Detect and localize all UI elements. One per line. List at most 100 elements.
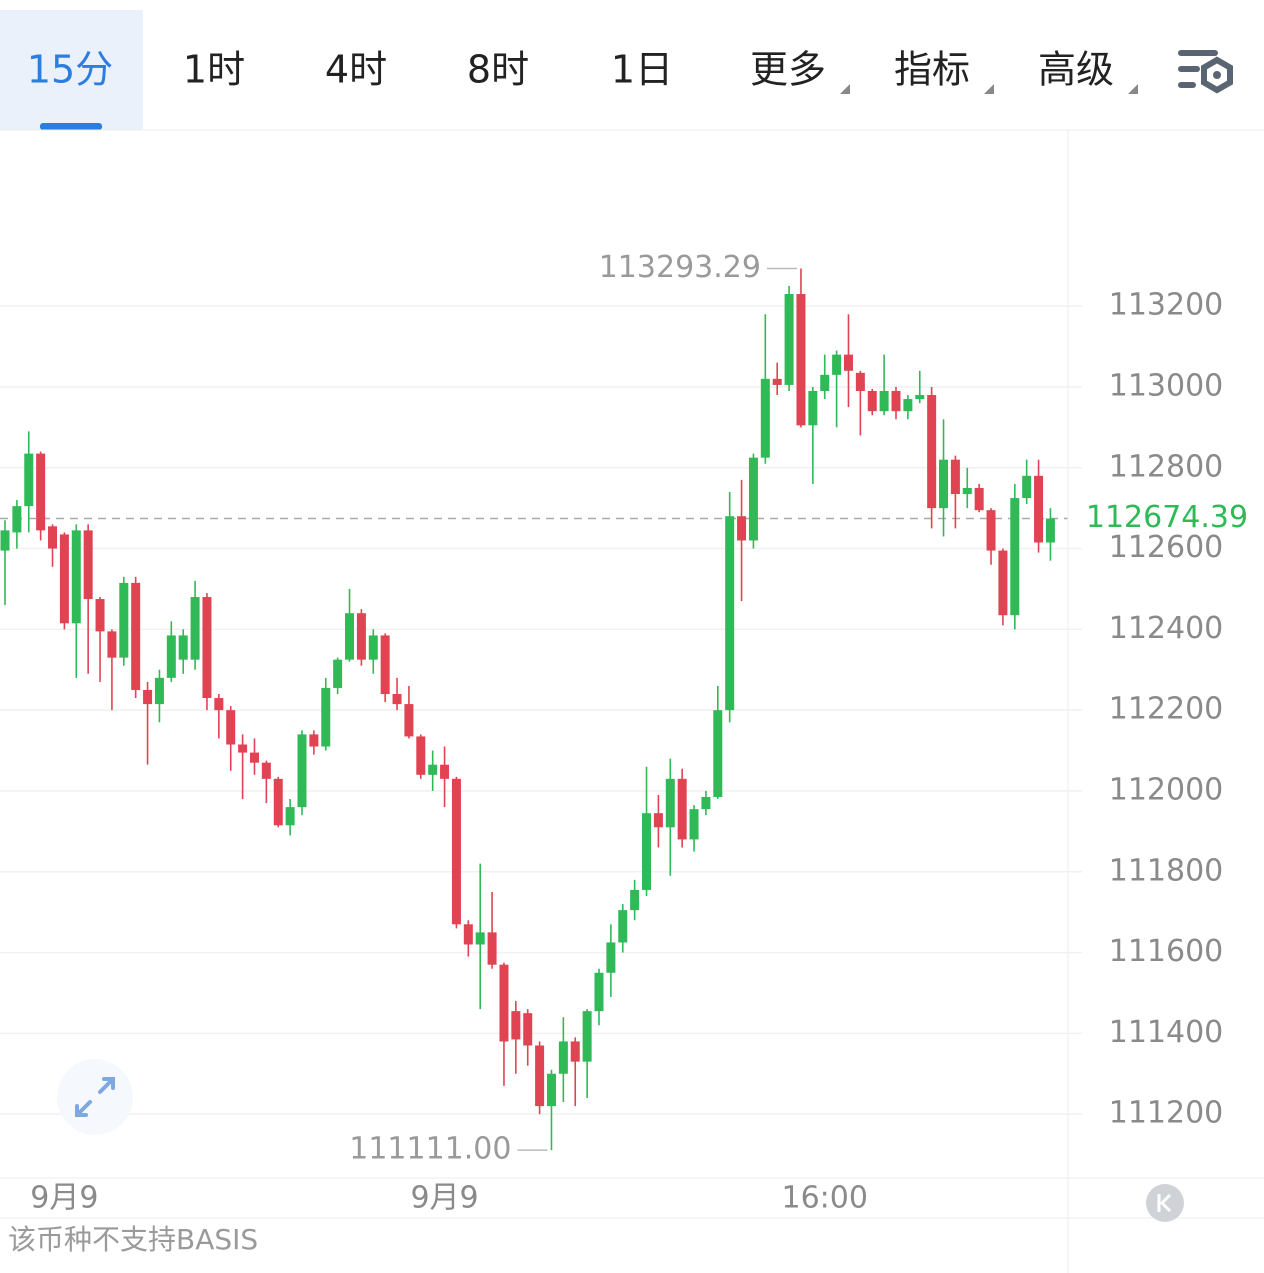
scroll-latest-button[interactable] xyxy=(1146,1184,1184,1222)
candle-body xyxy=(321,687,331,747)
candle-body xyxy=(808,390,818,426)
candle-body xyxy=(297,734,307,808)
candle-body xyxy=(784,294,794,385)
timeframe-tab[interactable]: 1时 xyxy=(183,48,245,92)
timeframe-tab[interactable]: 8时 xyxy=(467,48,529,92)
candle-body xyxy=(1010,498,1020,616)
timeframe-tab[interactable]: 4时 xyxy=(325,48,387,92)
candle-body xyxy=(36,453,46,531)
candle-body xyxy=(261,762,271,779)
candle-body xyxy=(71,530,81,624)
candle-body xyxy=(832,354,842,375)
active-tab-indicator xyxy=(40,123,102,130)
candle-body xyxy=(820,374,830,391)
candle-body xyxy=(143,689,153,705)
x-tick-label: 16:00 xyxy=(781,1181,867,1216)
candle-body xyxy=(891,390,901,412)
candle-body xyxy=(594,972,604,1012)
candle-body xyxy=(107,631,117,658)
y-tick-label: 112200 xyxy=(1109,692,1224,727)
dropdown-caret xyxy=(984,84,994,94)
timeframe-tab[interactable]: 1日 xyxy=(611,48,673,92)
x-tick-label: 9月9 xyxy=(410,1181,478,1216)
candle-body xyxy=(570,1041,580,1062)
y-tick-label: 111600 xyxy=(1109,934,1224,969)
candle-body xyxy=(202,597,212,699)
candle-body xyxy=(665,778,675,828)
candle-body xyxy=(285,807,295,826)
candle-body xyxy=(701,797,711,810)
timeframe-tab[interactable]: 高级 xyxy=(1038,48,1114,92)
candle-body xyxy=(677,778,687,840)
x-tick-label: 9月9 xyxy=(30,1181,98,1216)
candle-body xyxy=(24,453,34,507)
candle-body xyxy=(986,510,996,551)
dropdown-caret xyxy=(840,84,850,94)
candle-body xyxy=(689,809,699,840)
candle-body xyxy=(345,613,355,660)
candle-body xyxy=(428,764,438,775)
candle-body xyxy=(178,635,188,660)
max-label: 113293.29 xyxy=(599,250,761,285)
candle-body xyxy=(927,395,937,509)
candle-body xyxy=(855,372,865,391)
candle-body xyxy=(974,487,984,511)
timeframe-tab[interactable]: 15分 xyxy=(27,48,113,92)
active-tab-bg xyxy=(0,10,143,130)
timeframe-tab[interactable]: 指标 xyxy=(894,48,970,92)
candle-body xyxy=(416,736,426,775)
y-tick-label: 111200 xyxy=(1109,1096,1224,1131)
candle-body xyxy=(440,764,450,779)
candle-body xyxy=(713,710,723,798)
candle-body xyxy=(915,395,925,400)
candle-body xyxy=(630,889,640,911)
candle-body xyxy=(843,354,853,371)
y-tick-label: 111800 xyxy=(1109,853,1224,888)
y-tick-label: 113200 xyxy=(1109,288,1224,323)
candle-body xyxy=(59,534,69,624)
candle-body xyxy=(463,924,473,945)
candle-body xyxy=(962,487,972,495)
candle-body xyxy=(535,1045,545,1107)
candle-body xyxy=(725,516,735,711)
candle-body xyxy=(249,752,259,763)
candle-body xyxy=(273,778,283,826)
last-price-bg xyxy=(1084,499,1249,534)
candle-body xyxy=(760,378,770,458)
candle-body xyxy=(119,582,129,658)
candle-body xyxy=(404,704,414,737)
candle-body xyxy=(618,910,628,943)
candle-body xyxy=(166,635,176,678)
candle-body xyxy=(998,550,1008,616)
candle-body xyxy=(309,734,319,747)
dropdown-caret xyxy=(1128,84,1138,94)
candle-body xyxy=(606,942,616,973)
candle-body xyxy=(368,635,378,660)
candle-body xyxy=(879,390,889,412)
candle-body xyxy=(511,1011,521,1040)
candle-body xyxy=(772,378,782,385)
candle-body xyxy=(499,964,509,1042)
candle-body xyxy=(558,1041,568,1074)
candle-body xyxy=(380,635,390,694)
candle-body xyxy=(1022,475,1032,499)
candle-body xyxy=(238,744,248,753)
timeframe-tab[interactable]: 更多 xyxy=(750,48,826,92)
candle-body xyxy=(1045,518,1055,543)
candle-body xyxy=(653,813,663,828)
candle-body xyxy=(737,516,747,541)
candle-body xyxy=(582,1011,592,1062)
y-tick-label: 112000 xyxy=(1109,772,1224,807)
expand-button[interactable] xyxy=(57,1059,133,1135)
settings-icon[interactable] xyxy=(1178,50,1233,94)
candle-body xyxy=(154,677,164,705)
candle-body xyxy=(487,932,497,965)
candle-body xyxy=(226,710,236,745)
candle-body xyxy=(748,457,758,541)
candle-body xyxy=(475,932,485,945)
candle-body xyxy=(333,659,343,688)
candle-body xyxy=(523,1013,533,1046)
candle-body xyxy=(214,698,224,711)
